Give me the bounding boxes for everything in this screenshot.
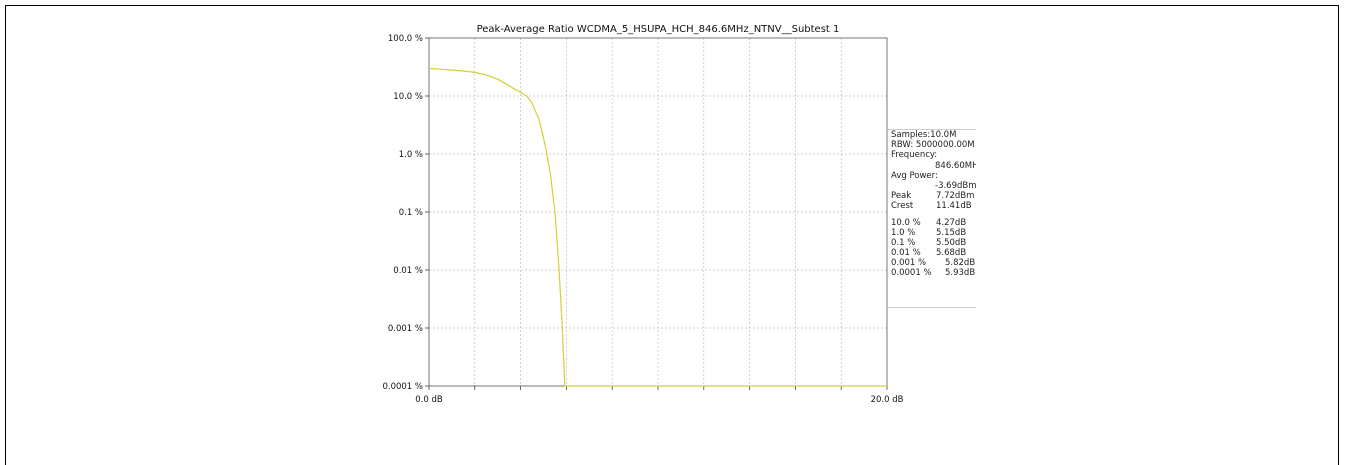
- y-tick-label: 0.0001 %: [382, 382, 423, 392]
- x-axis-labels: 0.0 dB 20.0 dB: [415, 395, 903, 405]
- crest-row: Crest 11.41dB: [888, 201, 976, 211]
- ccdf-row: 0.01 % 5.68dB: [888, 248, 976, 258]
- ccdf-row: 0.1 % 5.50dB: [888, 238, 976, 248]
- ccdf-prob: 0.01 %: [891, 248, 921, 259]
- crest-value: 11.41dB: [936, 201, 972, 212]
- ccdf-value: 5.68dB: [936, 248, 967, 259]
- y-axis-labels: 100.0 % 10.0 % 1.0 % 0.1 % 0.01 % 0.001 % 0.00…: [382, 34, 423, 392]
- ccdf-value: 5.93dB: [945, 268, 976, 279]
- x-tick-label: 0.0 dB: [415, 395, 443, 405]
- axis-ticks: [425, 37, 888, 390]
- chart-title: Peak-Average Ratio WCDMA_5_HSUPA_HCH_846…: [477, 24, 840, 35]
- y-tick-label: 0.1 %: [399, 208, 423, 218]
- ccdf-row: 10.0 % 4.27dB: [888, 218, 976, 228]
- ccdf-row: 0.0001 % 5.93dB: [888, 268, 976, 278]
- y-tick-label: 0.01 %: [393, 266, 423, 276]
- ccdf-row: 1.0 % 5.15dB: [888, 228, 976, 238]
- measurement-info-panel: Samples:10.0M RBW: 5000000.00M Frequency…: [888, 129, 976, 308]
- ccdf-prob: 0.001 %: [891, 258, 927, 269]
- rbw-text: RBW: 5000000.00M: [891, 140, 975, 151]
- ccdf-value: 5.15dB: [936, 227, 967, 238]
- ccdf-value: 4.27dB: [936, 217, 967, 228]
- crest-label: Crest: [891, 201, 914, 212]
- frequency-label: Frequency:: [891, 150, 938, 161]
- frequency-value: 846.60MH: [935, 160, 976, 171]
- plot-panel: [370, 14, 980, 457]
- ccdf-prob: 0.1 %: [891, 237, 916, 248]
- ccdf-series-line: [428, 67, 887, 387]
- ccdf-value: 5.50dB: [936, 237, 967, 248]
- peak-label: Peak: [891, 191, 912, 202]
- y-tick-label: 1.0 %: [399, 150, 423, 160]
- grid-lines: [429, 38, 887, 386]
- ccdf-value: 5.82dB: [945, 258, 976, 269]
- samples-text: Samples:10.0M: [891, 130, 957, 140]
- peak-row: Peak 7.72dBm: [888, 191, 976, 201]
- page-frame: [5, 5, 1339, 465]
- ccdf-row: 0.001 % 5.82dB: [888, 258, 976, 268]
- ccdf-prob: 0.0001 %: [891, 268, 932, 279]
- ccdf-table: 10.0 % 4.27dB 1.0 % 5.15dB 0.1 % 5.50dB …: [888, 218, 976, 279]
- x-tick-label: 20.0 dB: [871, 395, 904, 405]
- peak-value: 7.72dBm: [936, 191, 975, 202]
- y-tick-label: 0.001 %: [388, 324, 423, 334]
- ccdf-prob: 1.0 %: [891, 227, 916, 238]
- avg-power-label: Avg Power:: [891, 170, 938, 181]
- y-tick-label: 10.0 %: [393, 92, 423, 102]
- avg-power-value: -3.69dBm: [935, 180, 976, 191]
- ccdf-prob: 10.0 %: [891, 217, 921, 228]
- y-tick-label: 100.0 %: [388, 34, 423, 44]
